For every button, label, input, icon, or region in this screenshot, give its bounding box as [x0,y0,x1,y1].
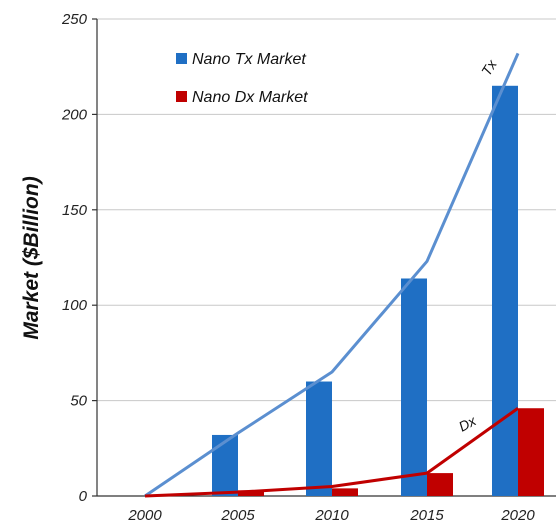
bar-dx [332,488,358,496]
trend-line-dx [144,407,519,498]
x-tick-label: 2020 [500,507,535,524]
bar-dx [427,473,453,496]
x-tick-label: 2010 [314,507,349,524]
legend-label-dx: Nano Dx Market [192,89,308,106]
y-tick-label: 0 [79,488,88,505]
x-tick-labels: 2000 2005 2010 2015 2020 [127,507,535,524]
x-tick-label: 2000 [127,507,162,524]
bar-dx [518,408,544,496]
legend-swatch-tx [176,53,187,64]
y-tick-labels: 0 50 100 150 200 250 [61,11,88,505]
dx-line-label: Dx [456,412,480,435]
y-tick-label: 150 [62,202,88,219]
bars [212,85,544,496]
y-tick-label: 250 [61,11,88,28]
y-tick-label: 200 [61,106,88,123]
bar-dx [238,490,264,496]
bar-tx [212,434,238,496]
bar-tx [492,85,518,496]
x-tick-label: 2015 [409,507,444,524]
y-tick-label: 50 [70,393,87,410]
y-axis-label: Market ($Billion) [20,176,43,339]
legend-label-tx: Nano Tx Market [192,51,306,68]
trend-lines [144,52,520,498]
legend: Nano Tx Market Nano Dx Market [176,51,308,106]
trend-line-tx [144,52,520,498]
bar-tx [401,278,427,496]
gridlines [97,18,556,402]
bar-tx [306,381,332,496]
y-tick-label: 100 [62,297,88,314]
legend-swatch-dx [176,91,187,102]
x-tick-label: 2005 [220,507,255,524]
tx-line-label: Tx [478,56,500,79]
